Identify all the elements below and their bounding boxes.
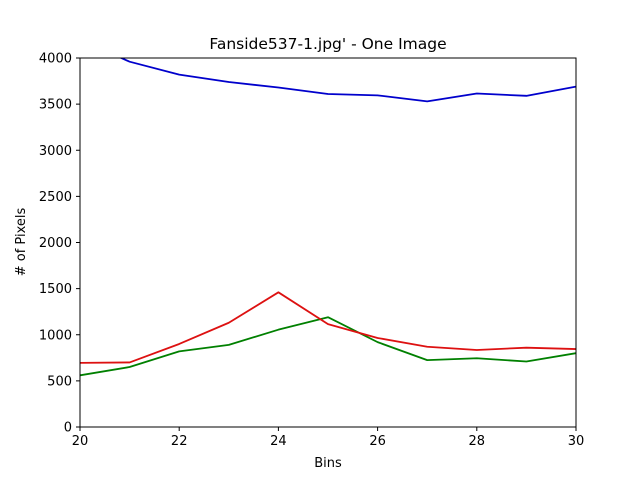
x-tick-label: 26 — [369, 434, 386, 449]
y-axis: 0 500 1000 1500 2000 2500 3000 3500 4000 — [39, 52, 80, 436]
chart-title: Fanside537-1.jpg' - One Image — [209, 35, 446, 53]
x-axis-label: Bins — [314, 456, 342, 471]
x-axis: 20 22 24 26 28 30 — [72, 427, 585, 449]
series-line-2 — [80, 291, 576, 364]
y-tick-label: 2000 — [39, 236, 72, 251]
y-tick-label: 0 — [64, 421, 72, 436]
y-tick-label: 1000 — [39, 328, 72, 343]
y-tick-label: 3000 — [39, 144, 72, 159]
x-tick-label: 28 — [469, 434, 486, 449]
y-tick-label: 4000 — [39, 52, 72, 67]
y-tick-label: 1500 — [39, 282, 72, 297]
y-tick-label: 2500 — [39, 190, 72, 205]
y-tick-label: 500 — [47, 374, 72, 389]
y-tick-label: 3500 — [39, 98, 72, 113]
x-tick-label: 30 — [568, 434, 585, 449]
x-tick-label: 20 — [72, 434, 89, 449]
x-tick-label: 24 — [270, 434, 287, 449]
series-line-1 — [80, 316, 576, 377]
y-axis-label: # of Pixels — [14, 208, 29, 277]
plot-frame — [79, 57, 577, 428]
x-tick-label: 22 — [171, 434, 188, 449]
series-line-0 — [119, 58, 576, 103]
series-layer — [80, 58, 576, 377]
